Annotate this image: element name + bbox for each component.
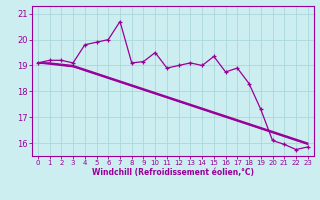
X-axis label: Windchill (Refroidissement éolien,°C): Windchill (Refroidissement éolien,°C) bbox=[92, 168, 254, 177]
